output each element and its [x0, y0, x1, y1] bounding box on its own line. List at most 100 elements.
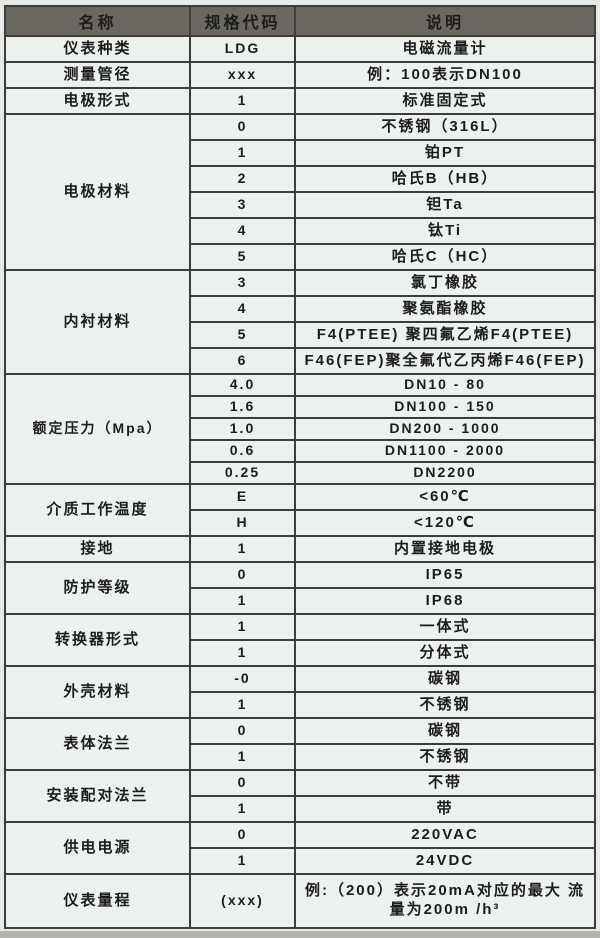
spec-code-cell: 1 [189, 639, 296, 667]
row-group-name: 防护等级 [4, 561, 191, 615]
table-row: 1 分体式 [5, 639, 596, 667]
table-row: 3 钽Ta [5, 191, 596, 219]
spec-desc-cell: <60℃ [294, 483, 596, 511]
spec-code-cell: 0.6 [189, 439, 296, 463]
spec-code-cell: 1 [189, 587, 296, 615]
spec-desc-cell: 碳钢 [294, 665, 596, 693]
spec-desc-cell: 例：100表示DN100 [294, 61, 596, 89]
spec-desc-cell: IP68 [294, 587, 596, 615]
table-row: 0.6 DN1100 - 2000 [5, 439, 596, 463]
table-row: 仪表量程 (xxx) 例:（200）表示20mA对应的最大 流量为200m /h³ [4, 873, 596, 929]
row-group-name: 电极形式 [4, 87, 191, 115]
table-row: 额定压力（Mpa） 4.0 DN10 - 80 [4, 373, 596, 485]
spec-desc-cell: DN10 - 80 [294, 373, 596, 397]
spec-code-cell: 4 [189, 295, 296, 323]
table-row: 电极形式 1 标准固定式 [4, 87, 596, 115]
spec-code-cell: 5 [189, 243, 296, 271]
spec-desc-cell: 不锈钢 [294, 743, 596, 771]
spec-desc-cell: DN2200 [294, 461, 596, 485]
table-row: 表体法兰 0 碳钢 [4, 717, 596, 771]
spec-desc-cell: <120℃ [294, 509, 596, 537]
table-row: 5 哈氏C（HC） [5, 243, 596, 271]
spec-table-body: 仪表种类 LDG 电磁流量计 测量管径 xxx 例：100表示DN100 电极形式 1 标准固定… [4, 35, 596, 929]
spec-desc-cell: 哈氏B（HB） [294, 165, 596, 193]
row-group-name: 转换器形式 [4, 613, 191, 667]
spec-desc-cell: 钛Ti [294, 217, 596, 245]
spec-code-cell: (xxx) [189, 873, 296, 929]
table-row: 4 聚氨酯橡胶 [5, 295, 596, 323]
spec-desc-cell: 聚氨酯橡胶 [294, 295, 596, 323]
spec-code-cell: 1 [189, 535, 296, 563]
table-row: 1 不锈钢 [5, 691, 596, 719]
row-group-name: 外壳材料 [4, 665, 191, 719]
spec-code-cell: 1 [189, 87, 296, 115]
spec-code-cell: 5 [189, 321, 296, 349]
table-row: 4 钛Ti [5, 217, 596, 245]
col-header-code: 规格代码 [189, 5, 296, 37]
bottom-shadow [0, 931, 600, 938]
spec-desc-cell: 一体式 [294, 613, 596, 641]
table-row: 1 24VDC [5, 847, 596, 875]
spec-code-cell: 6 [189, 347, 296, 375]
table-row: 1 铂PT [5, 139, 596, 167]
spec-desc-cell: 例:（200）表示20mA对应的最大 流量为200m /h³ [294, 873, 596, 929]
spec-code-cell: 1 [189, 795, 296, 823]
row-group-name: 额定压力（Mpa） [4, 373, 191, 485]
spec-desc-cell: 不锈钢 [294, 691, 596, 719]
row-group-name: 仪表种类 [4, 35, 191, 63]
spec-code-cell: 1 [189, 139, 296, 167]
spec-code-cell: 1.6 [189, 395, 296, 419]
table-row: 防护等级 0 IP65 [4, 561, 596, 615]
table-row: 安装配对法兰 0 不带 [4, 769, 596, 823]
row-group-name: 仪表量程 [4, 873, 191, 929]
spec-code-cell: 0 [189, 769, 296, 797]
spec-desc-cell: 24VDC [294, 847, 596, 875]
spec-code-cell: 0 [189, 561, 296, 589]
row-group-name: 表体法兰 [4, 717, 191, 771]
spec-code-cell: 4.0 [189, 373, 296, 397]
row-group-name: 测量管径 [4, 61, 191, 89]
table-row: 接地 1 内置接地电极 [4, 535, 596, 563]
spec-desc-cell: DN200 - 1000 [294, 417, 596, 441]
table-row: 外壳材料 -0 碳钢 [4, 665, 596, 719]
col-header-name: 名称 [4, 5, 191, 37]
table-row: H <120℃ [5, 509, 596, 537]
table-row: 内衬材料 3 氯丁橡胶 [4, 269, 596, 375]
spec-code-cell: 1 [189, 613, 296, 641]
row-group-name: 安装配对法兰 [4, 769, 191, 823]
spec-desc-cell: F4(PTEE) 聚四氟乙烯F4(PTEE) [294, 321, 596, 349]
spec-code-cell: 3 [189, 191, 296, 219]
spec-code-cell: 1.0 [189, 417, 296, 441]
table-row: 1.0 DN200 - 1000 [5, 417, 596, 441]
spec-desc-cell: 220VAC [294, 821, 596, 849]
table-row: 电极材料 0 不锈钢（316L） [4, 113, 596, 271]
spec-code-cell: 1 [189, 847, 296, 875]
spec-desc-cell: 带 [294, 795, 596, 823]
table-row: 仪表种类 LDG 电磁流量计 [4, 35, 596, 63]
spec-desc-cell: 电磁流量计 [294, 35, 596, 63]
spec-desc-cell: DN100 - 150 [294, 395, 596, 419]
header-row: 名称 规格代码 说明 [4, 5, 596, 37]
col-header-desc: 说明 [294, 5, 596, 37]
table-row: 0.25 DN2200 [5, 461, 596, 485]
spec-desc-cell: IP65 [294, 561, 596, 589]
spec-code-cell: H [189, 509, 296, 537]
spec-code-cell: 2 [189, 165, 296, 193]
spec-code-cell: 0 [189, 113, 296, 141]
spec-desc-cell: DN1100 - 2000 [294, 439, 596, 463]
spec-desc-cell: 哈氏C（HC） [294, 243, 596, 271]
spec-desc-cell: 内置接地电极 [294, 535, 596, 563]
spec-desc-cell: 不带 [294, 769, 596, 797]
spec-desc-cell: 铂PT [294, 139, 596, 167]
table-row: 1.6 DN100 - 150 [5, 395, 596, 419]
spec-desc-cell: F46(FEP)聚全氟代乙丙烯F46(FEP) [294, 347, 596, 375]
table-row: 转换器形式 1 一体式 [4, 613, 596, 667]
spec-code-cell: 1 [189, 691, 296, 719]
row-group-name: 电极材料 [4, 113, 191, 271]
spec-code-cell: 3 [189, 269, 296, 297]
row-group-name: 供电电源 [4, 821, 191, 875]
spec-desc-cell: 不锈钢（316L） [294, 113, 596, 141]
spec-desc-cell: 分体式 [294, 639, 596, 667]
